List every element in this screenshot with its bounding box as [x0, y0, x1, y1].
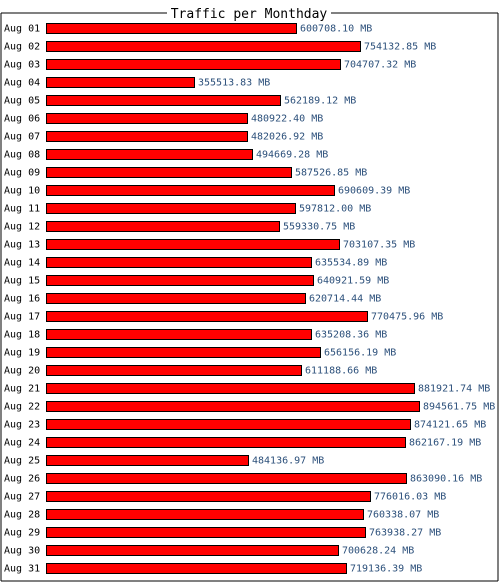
value-label: 482026.92 MB	[251, 132, 323, 143]
value-label: 587526.85 MB	[295, 168, 367, 179]
value-label: 635534.89 MB	[315, 258, 387, 269]
value-label: 862167.19 MB	[409, 438, 481, 449]
category-label: Aug 19	[4, 348, 40, 359]
category-label: Aug 18	[4, 330, 40, 341]
bar	[46, 311, 368, 322]
bar	[46, 293, 306, 304]
bar	[46, 329, 312, 340]
bar	[46, 437, 406, 448]
category-label: Aug 23	[4, 420, 40, 431]
value-label: 881921.74 MB	[418, 384, 490, 395]
category-label: Aug 21	[4, 384, 40, 395]
bar	[46, 491, 371, 502]
bar	[46, 113, 248, 124]
value-label: 600708.10 MB	[300, 24, 372, 35]
category-label: Aug 20	[4, 366, 40, 377]
category-label: Aug 22	[4, 402, 40, 413]
category-label: Aug 27	[4, 492, 40, 503]
value-label: 494669.28 MB	[256, 150, 328, 161]
bar	[46, 185, 335, 196]
bar	[46, 509, 364, 520]
category-label: Aug 02	[4, 42, 40, 53]
category-label: Aug 31	[4, 564, 40, 575]
bar-rows: Aug 01 600708.10 MB Aug 02 754132.85 MB Aug …	[4, 23, 495, 575]
category-label: Aug 07	[4, 132, 40, 143]
value-label: 690609.39 MB	[338, 186, 410, 197]
value-label: 760338.07 MB	[367, 510, 439, 521]
value-label: 874121.65 MB	[414, 420, 486, 431]
bar	[46, 59, 341, 70]
bar	[46, 383, 415, 394]
value-label: 562189.12 MB	[284, 96, 356, 107]
bar	[46, 563, 347, 574]
category-label: Aug 26	[4, 474, 40, 485]
category-label: Aug 29	[4, 528, 40, 539]
category-label: Aug 24	[4, 438, 40, 449]
bar	[46, 221, 280, 232]
bar	[46, 23, 297, 34]
bar	[46, 239, 340, 250]
bar	[46, 41, 361, 52]
bar	[46, 527, 366, 538]
category-label: Aug 01	[4, 24, 40, 35]
bar	[46, 473, 407, 484]
bar	[46, 347, 321, 358]
bar	[46, 455, 249, 466]
value-label: 704707.32 MB	[344, 60, 416, 71]
value-label: 863090.16 MB	[410, 474, 482, 485]
bar	[46, 77, 195, 88]
bar	[46, 365, 302, 376]
value-label: 355513.83 MB	[198, 78, 270, 89]
category-label: Aug 04	[4, 78, 40, 89]
value-label: 719136.39 MB	[350, 564, 422, 575]
category-label: Aug 30	[4, 546, 40, 557]
value-label: 480922.40 MB	[251, 114, 323, 125]
value-label: 559330.75 MB	[283, 222, 355, 233]
category-label: Aug 03	[4, 60, 40, 71]
value-label: 484136.97 MB	[252, 456, 324, 467]
category-label: Aug 09	[4, 168, 40, 179]
category-label: Aug 05	[4, 96, 40, 107]
chart-title: Traffic per Monthday	[171, 7, 328, 22]
value-label: 640921.59 MB	[317, 276, 389, 287]
bar	[46, 203, 296, 214]
chart-frame	[0, 12, 499, 582]
bar	[46, 419, 411, 430]
value-label: 763938.27 MB	[369, 528, 441, 539]
value-label: 703107.35 MB	[343, 240, 415, 251]
bar	[46, 275, 314, 286]
bar	[46, 401, 420, 412]
category-label: Aug 25	[4, 456, 40, 467]
category-label: Aug 08	[4, 150, 40, 161]
value-label: 770475.96 MB	[371, 312, 443, 323]
category-label: Aug 13	[4, 240, 40, 251]
category-label: Aug 06	[4, 114, 40, 125]
value-label: 776016.03 MB	[374, 492, 446, 503]
category-label: Aug 12	[4, 222, 40, 233]
value-label: 754132.85 MB	[364, 42, 436, 53]
value-label: 597812.00 MB	[299, 204, 371, 215]
value-label: 894561.75 MB	[423, 402, 495, 413]
bar	[46, 149, 253, 160]
value-label: 620714.44 MB	[309, 294, 381, 305]
category-label: Aug 16	[4, 294, 40, 305]
category-label: Aug 17	[4, 312, 40, 323]
bar	[46, 257, 312, 268]
value-label: 635208.36 MB	[315, 330, 387, 341]
category-label: Aug 10	[4, 186, 40, 197]
category-label: Aug 14	[4, 258, 40, 269]
bar	[46, 131, 248, 142]
category-label: Aug 15	[4, 276, 40, 287]
bar	[46, 545, 339, 556]
category-label: Aug 28	[4, 510, 40, 521]
value-label: 700628.24 MB	[342, 546, 414, 557]
category-label: Aug 11	[4, 204, 40, 215]
value-label: 611188.66 MB	[305, 366, 377, 377]
bar	[46, 95, 281, 106]
bar	[46, 167, 292, 178]
value-label: 656156.19 MB	[324, 348, 396, 359]
